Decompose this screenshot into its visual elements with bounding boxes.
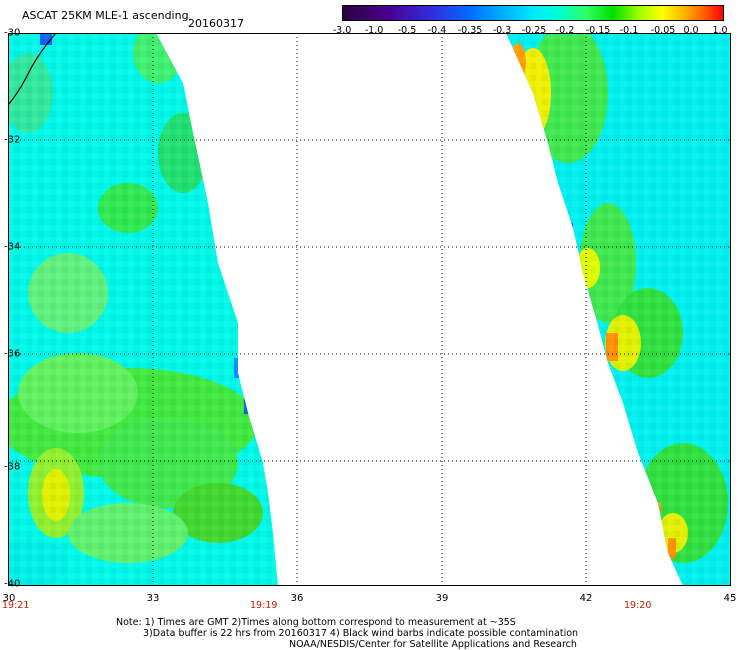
lat-label: -38 xyxy=(4,461,21,473)
lon-label: 42 xyxy=(579,593,593,604)
colorbar-labels: -3.0 -1.0 -0.5 -0.4 -0.35 -0.3 -0.25 -0.… xyxy=(330,25,740,37)
lon-label: 39 xyxy=(435,593,449,604)
colorbar-tick: -0.05 xyxy=(650,25,676,36)
footer-note-2: 3)Data buffer is 22 hrs from 20160317 4)… xyxy=(143,628,579,639)
colorbar-tick: -0.3 xyxy=(492,25,512,36)
lon-label: 30 xyxy=(2,593,16,604)
chart-date: 20160317 xyxy=(188,17,244,30)
colorbar-tick: -0.25 xyxy=(521,25,547,36)
lon-label: 45 xyxy=(723,593,737,604)
colorbar-tick: -1.0 xyxy=(364,25,384,36)
colorbar-tick: 1.0 xyxy=(712,25,728,36)
graticule xyxy=(8,33,731,586)
map-frame xyxy=(8,33,731,586)
east-swath xyxy=(506,33,731,586)
lat-label: -36 xyxy=(4,348,21,360)
colorbar-tick: -0.1 xyxy=(619,25,639,36)
swath-time-label: 19:19 xyxy=(250,600,278,611)
lat-label: -30 xyxy=(4,27,21,39)
lon-label: 36 xyxy=(290,593,304,604)
lat-label: -32 xyxy=(4,134,21,146)
swath-time-label: 19:20 xyxy=(624,600,652,611)
colorbar-tick: 0.0 xyxy=(683,25,699,36)
lon-label: 33 xyxy=(146,593,160,604)
footer-note-1: Note: 1) Times are GMT 2)Times along bot… xyxy=(116,617,516,628)
colorbar-tick: -0.2 xyxy=(555,25,575,36)
lat-label: -40 xyxy=(4,578,21,590)
lat-label: -34 xyxy=(4,241,21,253)
coastline xyxy=(8,33,57,106)
colorbar-tick: -0.35 xyxy=(457,25,483,36)
colorbar-tick: -0.5 xyxy=(397,25,417,36)
west-swath xyxy=(8,33,278,586)
swath-time-label: 19:21 xyxy=(2,600,30,611)
colorbar-tick: -0.4 xyxy=(427,25,447,36)
chart-title: ASCAT 25KM MLE-1 ascending xyxy=(22,9,189,22)
colorbar-tick: -3.0 xyxy=(332,25,352,36)
colorbar-tick: -0.15 xyxy=(585,25,611,36)
colorbar xyxy=(342,5,724,21)
wind-map xyxy=(8,33,731,586)
footer-credit: NOAA/NESDIS/Center for Satellite Applica… xyxy=(289,639,577,650)
